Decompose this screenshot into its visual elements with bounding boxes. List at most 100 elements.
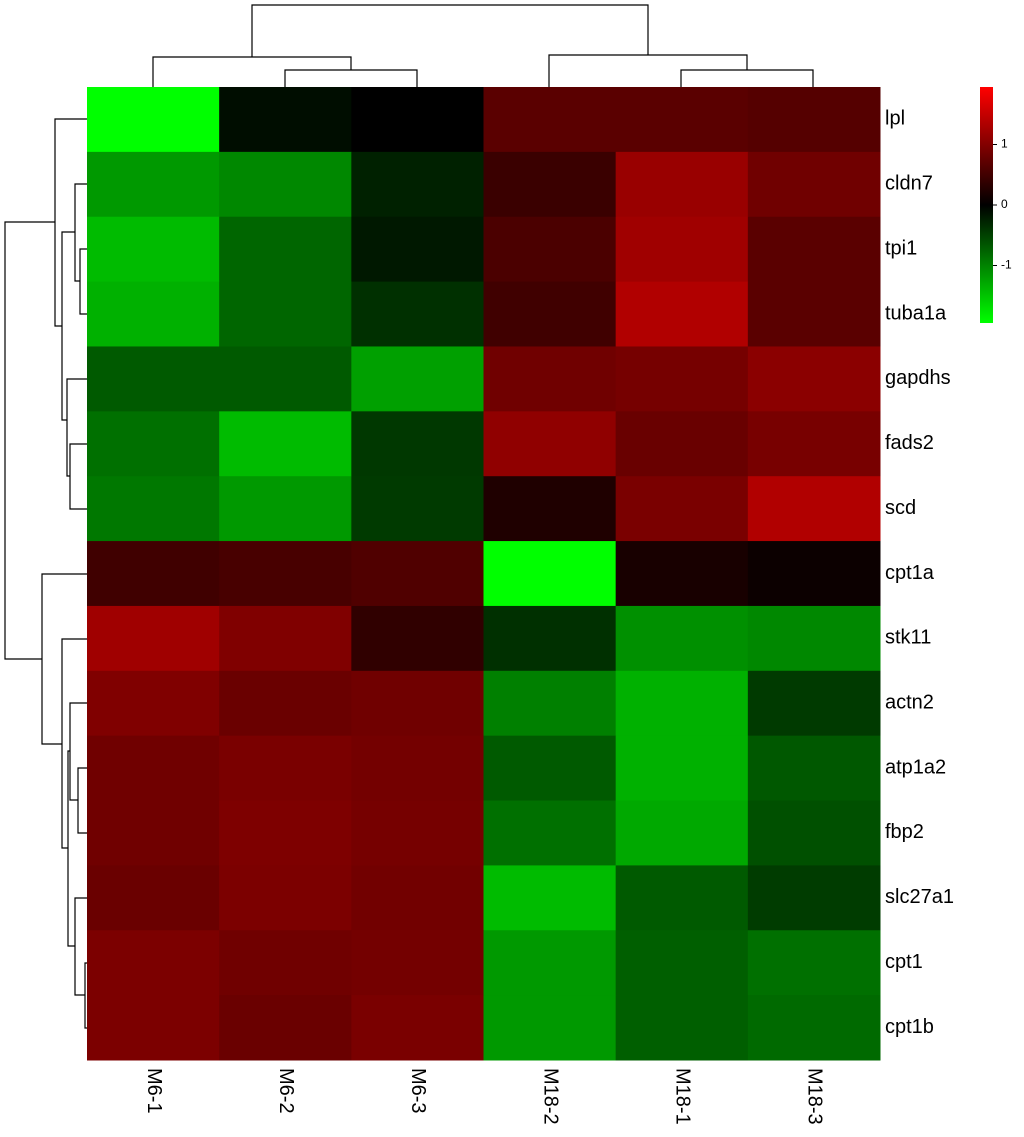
heatmap-cell — [483, 800, 617, 866]
column-label: M18-1 — [671, 1068, 693, 1125]
row-label: atp1a2 — [885, 756, 946, 778]
column-label: M6-2 — [275, 1068, 297, 1114]
heatmap-cell — [483, 216, 617, 283]
heatmap-cell — [747, 346, 881, 412]
heatmap-cell — [483, 151, 617, 218]
column-dendrogram — [152, 4, 814, 87]
heatmap-cell — [87, 216, 220, 283]
heatmap-cell — [615, 865, 749, 931]
heatmap-cell — [483, 346, 617, 412]
row-label: tuba1a — [885, 302, 947, 324]
heatmap-cell — [87, 346, 220, 412]
heatmap-cell — [87, 411, 220, 477]
heatmap-cell — [747, 865, 881, 931]
heatmap-cell — [483, 87, 617, 153]
heatmap-cell — [219, 995, 352, 1061]
heatmap-cell — [219, 216, 352, 283]
heatmap-cell — [87, 930, 220, 996]
heatmap-cell — [615, 87, 749, 153]
heatmap-cell — [87, 800, 220, 866]
heatmap-cell — [483, 930, 617, 996]
heatmap-cell — [615, 800, 749, 866]
legend-tick-label: 1 — [1001, 137, 1008, 151]
heatmap-cell — [351, 346, 484, 412]
heatmap-cell — [87, 541, 220, 607]
row-label: stk11 — [885, 627, 931, 649]
heatmap-cell — [615, 670, 749, 737]
heatmap-cell — [87, 995, 220, 1061]
row-label: lpl — [885, 108, 905, 130]
heatmap-cell — [219, 735, 352, 802]
row-label: slc27a1 — [885, 886, 954, 908]
row-label: cpt1a — [885, 562, 935, 584]
heatmap-cell — [747, 151, 881, 218]
heatmap-cell — [747, 800, 881, 866]
column-label: M18-2 — [539, 1068, 561, 1125]
legend-tick-label: -1 — [1001, 258, 1012, 272]
row-label: fbp2 — [885, 821, 924, 843]
row-label: cpt1b — [885, 1016, 934, 1038]
heatmap-cell — [87, 670, 220, 737]
heatmap-cell — [747, 605, 881, 672]
color-legend — [980, 87, 993, 323]
heatmap-cell — [351, 281, 484, 347]
heatmap-cell — [483, 735, 617, 802]
heatmap-cell — [87, 735, 220, 802]
row-label: fads2 — [885, 432, 934, 454]
heatmap-cell — [747, 670, 881, 737]
heatmap-cell — [747, 476, 881, 542]
heatmap-cell — [615, 930, 749, 996]
heatmap-cell — [87, 476, 220, 542]
row-label: cldn7 — [885, 173, 933, 195]
heatmap-cell — [483, 411, 617, 477]
heatmap-cell — [351, 995, 484, 1061]
heatmap-cell — [747, 281, 881, 347]
heatmap-cell — [219, 411, 352, 477]
heatmap-cell — [351, 216, 484, 283]
column-label: M6-1 — [143, 1068, 165, 1114]
heatmap-cell — [87, 281, 220, 347]
heatmap-cell — [351, 411, 484, 477]
heatmap-cell — [615, 735, 749, 802]
heatmap-cell — [219, 476, 352, 542]
heatmap-cell — [615, 151, 749, 218]
heatmap-cell — [483, 541, 617, 607]
heatmap-cell — [351, 930, 484, 996]
heatmap-cell — [351, 800, 484, 866]
column-label: M18-3 — [804, 1068, 826, 1125]
heatmap-cell — [351, 670, 484, 737]
heatmap-cell — [219, 605, 352, 672]
heatmap-cell — [615, 541, 749, 607]
heatmap-cell — [747, 216, 881, 283]
heatmap-cell — [351, 151, 484, 218]
heatmap-cell — [219, 87, 352, 153]
row-dendrogram — [4, 118, 87, 1029]
heatmap-cell — [747, 411, 881, 477]
heatmap-cell — [219, 930, 352, 996]
heatmap-cell — [87, 151, 220, 218]
legend-tick-label: 0 — [1001, 197, 1008, 211]
heatmap-cell — [219, 670, 352, 737]
heatmap-cell — [351, 735, 484, 802]
heatmap-cell — [615, 281, 749, 347]
row-label: tpi1 — [885, 237, 917, 259]
heatmap-cell — [219, 800, 352, 866]
heatmap-cell — [747, 995, 881, 1061]
heatmap-cell — [351, 541, 484, 607]
heatmap-cell — [351, 605, 484, 672]
heatmap-cell — [747, 735, 881, 802]
heatmap-cell — [219, 346, 352, 412]
heatmap-cell — [747, 930, 881, 996]
heatmap-cell — [87, 605, 220, 672]
heatmap-cell — [87, 87, 220, 153]
heatmap-cell — [615, 605, 749, 672]
heatmap-cell — [483, 476, 617, 542]
heatmap-cell — [615, 995, 749, 1061]
heatmap-cell — [615, 411, 749, 477]
column-label: M6-3 — [407, 1068, 429, 1114]
heatmap-cell — [351, 476, 484, 542]
heatmap-cell — [219, 541, 352, 607]
row-label: gapdhs — [885, 367, 951, 389]
heatmap-cell — [615, 476, 749, 542]
